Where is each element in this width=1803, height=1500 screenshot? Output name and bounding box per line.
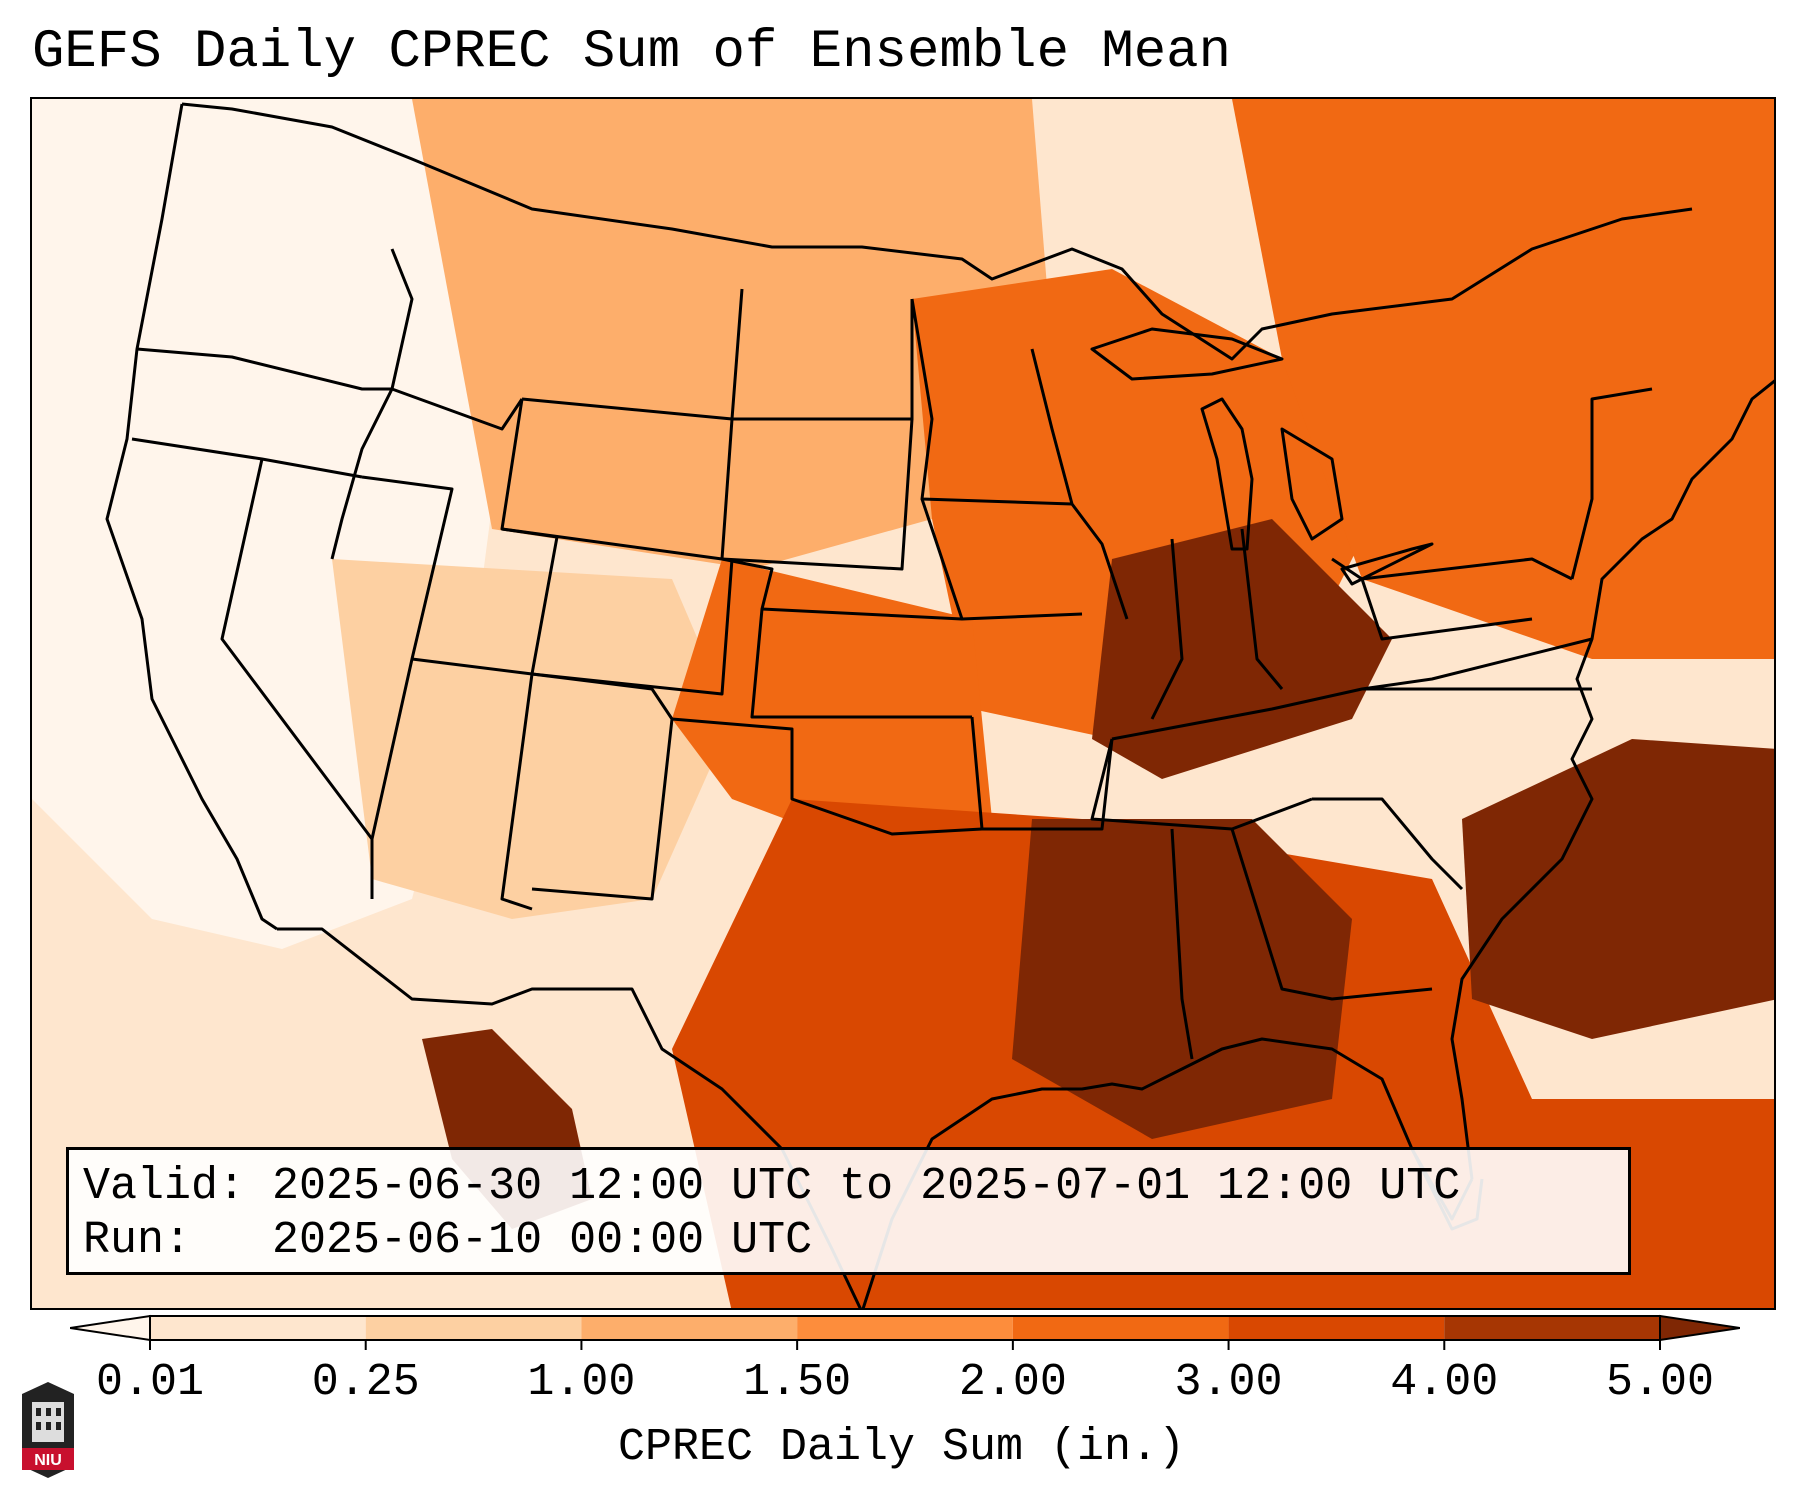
colorbar-tick-label: 0.25 <box>311 1357 420 1408</box>
run-time-line: Run: 2025-06-10 00:00 UTC <box>83 1215 813 1266</box>
border-nv-ut <box>361 475 454 840</box>
precip-zone-northern-plains <box>412 99 1052 569</box>
lake-superior <box>1090 327 1284 381</box>
border-mn-ia <box>910 298 1073 506</box>
colorbar-segment <box>797 1316 1013 1340</box>
colorbar-tick-label: 0.01 <box>95 1357 205 1408</box>
state-borders <box>105 102 1774 1308</box>
precip-zone-northeast <box>1232 99 1774 659</box>
colorbar-tick-label: 4.00 <box>1390 1357 1499 1408</box>
border-sd-ne <box>721 418 914 571</box>
precip-zone-ohio-tennessee-valley <box>1092 519 1392 779</box>
colorbar-segment <box>1444 1316 1660 1340</box>
precip-field-layer <box>32 99 1774 1308</box>
colorbar-label: CPREC Daily Sum (in.) <box>617 1422 1186 1473</box>
atlantic-coast <box>1450 379 1774 1180</box>
map-svg <box>32 99 1774 1308</box>
logo-text: NIU <box>34 1452 62 1469</box>
lake-huron <box>1280 427 1344 541</box>
colorbar <box>70 1314 1740 1350</box>
colorbar-tick-label: 3.00 <box>1174 1357 1283 1408</box>
border-ms-al <box>1170 828 1194 1060</box>
precip-zone-southern-plains <box>672 559 992 859</box>
border-ok-tx <box>671 717 983 836</box>
gulf-coast <box>861 1037 1474 1308</box>
border-ny-vt <box>1570 387 1653 580</box>
border-az-nm <box>411 657 534 911</box>
border-wa-or <box>136 347 392 391</box>
colorbar-segment <box>1228 1316 1445 1340</box>
border-in-oh <box>1240 528 1284 690</box>
border-ks-ok <box>750 608 972 719</box>
precip-zone-southwest <box>332 559 732 919</box>
border-tn-ms <box>1090 738 1313 831</box>
lake-erie <box>1340 542 1434 586</box>
colorbar-segment <box>150 1316 366 1340</box>
map-title: GEFS Daily CPREC Sum of Ensemble Mean <box>32 22 1231 83</box>
border-ca-nv <box>220 458 374 899</box>
precipitation-map <box>30 97 1776 1310</box>
border-mo-ar <box>970 716 1114 831</box>
border-ne-ks <box>721 557 963 621</box>
border-or-id <box>330 388 394 560</box>
border-al-ga <box>1230 828 1433 1001</box>
border-id-mt <box>390 248 524 431</box>
validity-info-box: Valid: 2025-06-30 12:00 UTC to 2025-07-0… <box>66 1147 1631 1275</box>
lake-michigan <box>1200 397 1254 551</box>
border-pa-ny <box>1361 557 1573 581</box>
colorbar-under-extend <box>70 1314 151 1342</box>
colorbar-tick-label: 1.00 <box>527 1357 636 1408</box>
colorbar-segment <box>1012 1316 1229 1340</box>
border-ia-mo <box>920 498 1083 621</box>
canada-border <box>181 102 1693 361</box>
colorbar-outline <box>149 1315 1661 1341</box>
niu-logo: NIU <box>22 1382 74 1478</box>
border-ga-sc <box>1312 797 1464 891</box>
us-outline-west-coast <box>105 103 278 931</box>
border-wi-mi <box>1030 348 1129 620</box>
precip-zone-atlantic-offshore <box>1462 739 1774 1039</box>
colorbar-tick-label: 1.50 <box>743 1357 852 1408</box>
border-wy <box>500 398 734 561</box>
colorbar-tick-label: 5.00 <box>1605 1357 1715 1408</box>
colorbar-segment <box>581 1316 798 1340</box>
valid-time-line: Valid: 2025-06-30 12:00 UTC to 2025-07-0… <box>83 1161 1461 1212</box>
colorbar-over-extend <box>1659 1314 1740 1342</box>
colorbar-segment <box>365 1316 582 1340</box>
border-il-in <box>1150 538 1184 720</box>
colorbar-tick-label: 2.00 <box>958 1357 1067 1408</box>
